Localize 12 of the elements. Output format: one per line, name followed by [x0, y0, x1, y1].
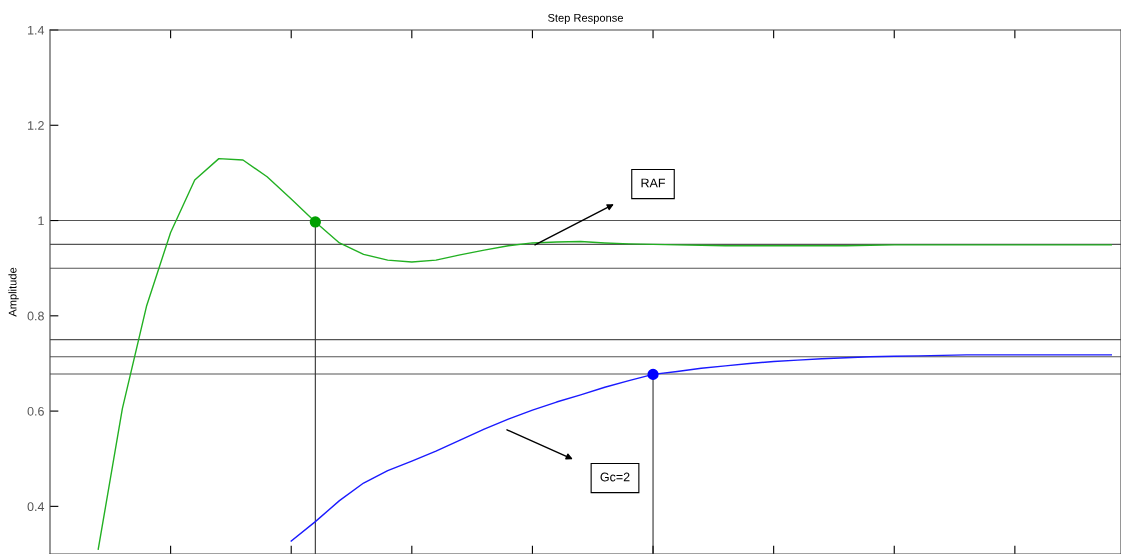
y-tick-label: 1.2 [28, 121, 44, 130]
line-series [290, 354, 1113, 542]
line-series [97, 157, 1113, 550]
y-tick-label: 1.4 [28, 25, 45, 35]
y-tick-label: 0.4 [27, 502, 45, 512]
y-tick-label: 0.8 [27, 311, 44, 321]
y-tick-label: 0.6 [27, 406, 44, 416]
y-axis-title: Amplitude [8, 267, 19, 317]
y-tick-label: 1 [38, 216, 44, 226]
chart-title: Step Response [548, 13, 623, 24]
annotation: Gc=2 [600, 472, 630, 482]
annotation: RAF [641, 178, 665, 188]
